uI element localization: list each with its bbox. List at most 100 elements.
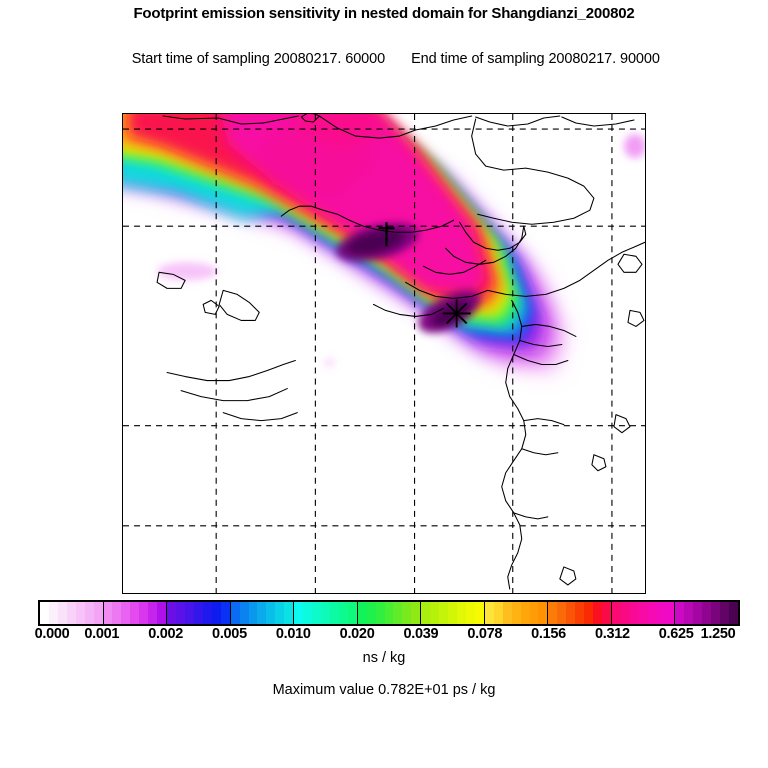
colorbar-segment-5 bbox=[357, 602, 422, 624]
colorbar-step bbox=[112, 602, 122, 624]
page-title: Footprint emission sensitivity in nested… bbox=[133, 5, 635, 22]
colorbar-step bbox=[284, 602, 294, 624]
colorbar-step bbox=[402, 602, 412, 624]
colorbar-step bbox=[439, 602, 449, 624]
colorbar-step bbox=[40, 602, 49, 624]
colorbar-step bbox=[66, 602, 76, 624]
colorbar-unit-label: ns / kg bbox=[362, 650, 406, 666]
colorbar-step bbox=[121, 602, 131, 624]
colorbar-step bbox=[484, 602, 494, 624]
colorbar-step bbox=[465, 602, 475, 624]
colorbar-tick-9: 0.312 bbox=[594, 626, 630, 642]
colorbar-step bbox=[584, 602, 594, 624]
colorbar-step bbox=[230, 602, 240, 624]
start-time-label: Start time of sampling bbox=[131, 51, 270, 67]
colorbar-step bbox=[720, 602, 730, 624]
end-time-label: End time of sampling bbox=[411, 51, 545, 67]
maximum-value-label: Maximum value 0.782E+01 ps / kg bbox=[272, 682, 496, 698]
colorbar-segment-6 bbox=[421, 602, 485, 624]
colorbar-step bbox=[312, 602, 321, 624]
colorbar-step bbox=[638, 602, 648, 624]
start-time-value: 20080217. 60000 bbox=[273, 51, 386, 67]
colorbar-step bbox=[656, 602, 666, 624]
colorbar-tick-4: 0.010 bbox=[275, 626, 311, 642]
colorbar-step bbox=[176, 602, 185, 624]
colorbar-step bbox=[139, 602, 149, 624]
colorbar-segment-1 bbox=[103, 602, 168, 624]
colorbar-step bbox=[329, 602, 339, 624]
colorbar-step bbox=[693, 602, 703, 624]
colorbar-step bbox=[366, 602, 376, 624]
colorbar-tick-10: 0.625 bbox=[658, 626, 694, 642]
map-inner bbox=[123, 114, 645, 593]
colorbar-step bbox=[675, 602, 685, 624]
colorbar-step bbox=[303, 602, 313, 624]
colorbar-step bbox=[457, 602, 466, 624]
end-time-value: 20080217. 90000 bbox=[548, 51, 660, 67]
colorbar-step bbox=[93, 602, 103, 624]
colorbar-step bbox=[220, 602, 230, 624]
colorbar-tick-3: 0.005 bbox=[212, 626, 247, 642]
colorbar-tick-11: 1.250 bbox=[700, 626, 736, 642]
colorbar-segment-2 bbox=[167, 602, 231, 624]
colorbar-step bbox=[511, 602, 521, 624]
release-star bbox=[442, 299, 471, 328]
colorbar-step bbox=[729, 602, 739, 624]
colorbar-tick-0: 0.000 bbox=[34, 626, 70, 642]
colorbar-step bbox=[275, 602, 285, 624]
colorbar-step bbox=[665, 602, 675, 624]
colorbar-step bbox=[430, 602, 440, 624]
colorbar-step bbox=[393, 602, 403, 624]
stray-blobs bbox=[157, 134, 645, 367]
colorbar-step bbox=[629, 602, 639, 624]
colorbar-step bbox=[257, 602, 267, 624]
colorbar-step bbox=[266, 602, 276, 624]
colorbar-step bbox=[384, 602, 394, 624]
colorbar-step bbox=[538, 602, 548, 624]
colorbar-segment-0 bbox=[40, 602, 104, 624]
colorbar-step bbox=[448, 602, 458, 624]
colorbar-step bbox=[602, 602, 611, 624]
colorbar-step bbox=[557, 602, 567, 624]
colorbar-step bbox=[321, 602, 330, 624]
colorbar-segment-8 bbox=[548, 602, 612, 624]
colorbar-step bbox=[84, 602, 94, 624]
colorbar-step bbox=[148, 602, 158, 624]
colorbar-step bbox=[575, 602, 585, 624]
colorbar-step bbox=[684, 602, 694, 624]
colorbar-step bbox=[566, 602, 576, 624]
sampling-time-line: Start time of sampling 20080217. 60000 En… bbox=[0, 23, 768, 95]
colorbar-step bbox=[421, 602, 431, 624]
colorbar-segment-4 bbox=[294, 602, 358, 624]
footprint-field bbox=[123, 114, 645, 593]
colorbar-step bbox=[548, 602, 558, 624]
colorbar-step bbox=[211, 602, 221, 624]
colorbar-step bbox=[702, 602, 712, 624]
graticule bbox=[123, 114, 645, 593]
colorbar-tick-8: 0.156 bbox=[531, 626, 566, 642]
colorbar-step bbox=[193, 602, 203, 624]
coastlines bbox=[156, 114, 645, 590]
colorbar-step bbox=[294, 602, 304, 624]
colorbar-step bbox=[338, 602, 348, 624]
colorbar-step bbox=[347, 602, 357, 624]
colorbar-step bbox=[130, 602, 140, 624]
colorbar-tick-labels: 0.000 0.001 0.002 0.005 0.010 0.020 0.039 0.078… bbox=[0, 626, 768, 646]
colorbar-step bbox=[529, 602, 539, 624]
colorbar-segment-7 bbox=[484, 602, 549, 624]
colorbar-step bbox=[157, 602, 167, 624]
colorbar-step bbox=[502, 602, 512, 624]
colorbar bbox=[38, 600, 740, 626]
colorbar-step bbox=[184, 602, 194, 624]
colorbar-step bbox=[239, 602, 249, 624]
receptor-marker bbox=[378, 222, 395, 247]
colorbar-step bbox=[493, 602, 503, 624]
colorbar-step bbox=[202, 602, 212, 624]
colorbar-step bbox=[620, 602, 630, 624]
colorbar-tick-7: 0.078 bbox=[467, 626, 503, 642]
colorbar-tick-6: 0.039 bbox=[403, 626, 439, 642]
colorbar-segment-9 bbox=[611, 602, 676, 624]
colorbar-step bbox=[75, 602, 85, 624]
colorbar-step bbox=[520, 602, 530, 624]
